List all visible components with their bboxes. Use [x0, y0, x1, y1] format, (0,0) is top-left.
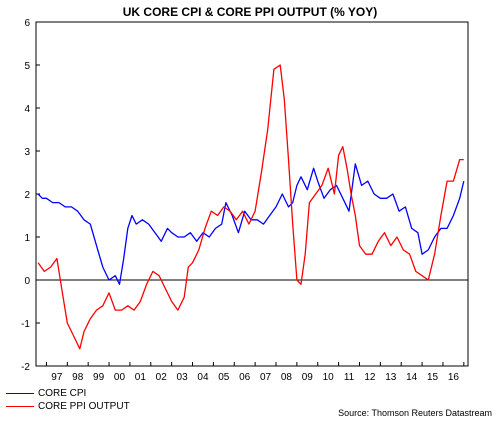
x-tick-label: 09 [302, 372, 314, 383]
x-tick-label: 02 [156, 372, 168, 383]
x-tick-label: 12 [364, 372, 376, 383]
x-tick-label: 05 [218, 372, 230, 383]
x-tick-label: 11 [344, 372, 355, 383]
x-tick-label: 14 [406, 372, 418, 383]
x-tick-label: 03 [177, 372, 189, 383]
y-tick-label: 6 [24, 18, 30, 29]
source-note: Source: Thomson Reuters Datastream [338, 408, 492, 418]
chart-title: UK CORE CPI & CORE PPI OUTPUT (% YOY) [122, 5, 378, 19]
x-tick-label: 16 [448, 372, 460, 383]
legend-item-core-cpi: CORE CPI [6, 387, 130, 400]
legend-swatch-core-ppi-output [6, 406, 34, 407]
x-tick-label: 08 [281, 372, 293, 383]
y-tick-label: -1 [21, 319, 30, 330]
y-tick-label: 3 [24, 147, 30, 158]
x-tick-label: 01 [135, 372, 147, 383]
y-tick-label: 0 [24, 276, 30, 287]
x-tick-label: 07 [260, 372, 272, 383]
series-line-core-cpi [37, 163, 465, 285]
x-tick-label: 15 [427, 372, 439, 383]
x-tick-label: 10 [323, 372, 335, 383]
series-line-core-ppi-output [37, 64, 464, 350]
plot-frame [35, 21, 469, 367]
legend-label-core-cpi: CORE CPI [38, 388, 87, 399]
x-tick-label: 13 [385, 372, 397, 383]
y-tick-label: -2 [21, 362, 30, 373]
x-tick-label: 00 [114, 372, 126, 383]
y-tick-label: 4 [24, 104, 30, 115]
x-tick-label: 99 [93, 372, 105, 383]
x-tick-label: 98 [72, 372, 84, 383]
legend-swatch-core-cpi [6, 393, 34, 394]
chart-legend: CORE CPI CORE PPI OUTPUT [6, 387, 130, 413]
x-tick-label: 06 [239, 372, 251, 383]
x-tick-label: 04 [197, 372, 209, 383]
y-tick-label: 5 [24, 61, 30, 72]
legend-item-core-ppi-output: CORE PPI OUTPUT [6, 400, 130, 413]
legend-label-core-ppi-output: CORE PPI OUTPUT [38, 401, 130, 412]
y-tick-label: 1 [24, 233, 30, 244]
y-tick-label: 2 [24, 190, 30, 201]
x-tick-label: 97 [51, 372, 63, 383]
